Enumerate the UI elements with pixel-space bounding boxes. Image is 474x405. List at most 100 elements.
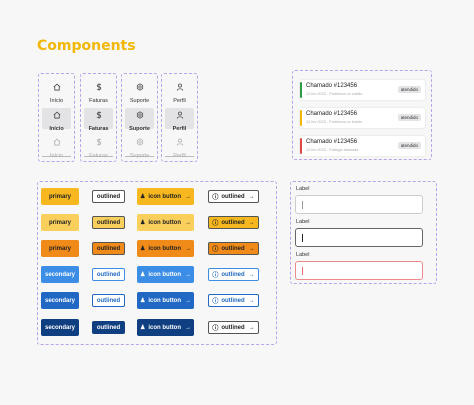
nav-item-active[interactable]: Faturas (84, 106, 113, 132)
arrow-right-icon: → (185, 297, 192, 304)
nav-item-label: Perfil (173, 153, 186, 159)
nav-item-default[interactable]: Início (42, 78, 71, 104)
icon-outlined-label: outlined (221, 219, 245, 226)
ticket-card[interactable]: Chamado #123456 12 fev 2023 · Problema no… (300, 108, 425, 128)
field-label: Label (296, 252, 310, 258)
ticket-subtitle: 12 fev 2023 · Problema no cartão (306, 92, 363, 96)
info-icon: ⓘ (212, 326, 219, 332)
nav-item-active[interactable]: Suporte (125, 106, 154, 132)
info-icon: ⓘ (212, 221, 219, 227)
user-icon (176, 133, 184, 151)
user-icon (176, 106, 184, 124)
gear-icon (136, 106, 144, 124)
secondary-button[interactable]: secondary (41, 266, 79, 283)
nav-item-label: Perfil (172, 125, 187, 132)
page-title: Components (37, 38, 136, 54)
outlined-button[interactable]: outlined (92, 190, 125, 203)
arrow-right-icon: → (185, 219, 192, 226)
arrow-right-icon: → (248, 324, 255, 331)
outlined-button[interactable]: outlined (92, 216, 125, 229)
status-badge: atendido (397, 142, 421, 149)
secondary-button[interactable]: secondary (41, 292, 79, 309)
ticket-subtitle: 12 fev 2023 · Problema no boleto (306, 120, 363, 124)
nav-item-label: Suporte (129, 125, 150, 132)
icon-outlined-button[interactable]: ⓘ outlined → (208, 321, 259, 334)
nav-item-default[interactable]: Perfil (165, 78, 194, 104)
info-icon: ⓘ (212, 273, 219, 279)
arrow-right-icon: → (185, 324, 192, 331)
icon-button[interactable]: ♟ icon button → (137, 240, 194, 257)
nav-item-default[interactable]: Faturas (84, 80, 113, 104)
outlined-button[interactable]: outlined (92, 294, 125, 307)
gear-icon (136, 133, 144, 151)
nav-group-1: Início Início Início (38, 73, 75, 162)
icon-button-label: icon button (148, 271, 182, 278)
icon-button-label: icon button (148, 297, 182, 304)
arrow-right-icon: → (185, 193, 192, 200)
text-input-error[interactable] (295, 261, 423, 280)
arrow-right-icon: → (248, 245, 255, 252)
user-add-icon: ♟ (139, 246, 146, 252)
gear-icon (136, 78, 144, 96)
ticket-card[interactable]: Chamado #123456 12 fev 2023 · Problema no… (300, 80, 425, 100)
nav-item-label: Início (49, 153, 64, 159)
icon-button[interactable]: ♟ icon button → (137, 292, 194, 309)
buttons-panel (37, 181, 277, 345)
nav-item-label: Início (49, 125, 64, 132)
arrow-right-icon: → (248, 271, 255, 278)
tickets-panel (292, 70, 432, 160)
user-add-icon: ♟ (139, 194, 146, 200)
icon-outlined-button[interactable]: ⓘ outlined → (208, 242, 259, 255)
info-icon: ⓘ (212, 195, 219, 201)
arrow-right-icon: → (248, 219, 255, 226)
primary-button[interactable]: primary (41, 188, 79, 205)
primary-button[interactable]: primary (41, 214, 79, 231)
user-icon (176, 78, 184, 96)
secondary-button[interactable]: secondary (41, 319, 79, 336)
ticket-title: Chamado #123456 (306, 111, 358, 117)
status-badge: atendido (397, 114, 421, 121)
outlined-button[interactable]: outlined (92, 268, 125, 281)
icon-outlined-button[interactable]: ⓘ outlined → (208, 216, 259, 229)
nav-item-label: Faturas (89, 97, 108, 104)
nav-item-active[interactable]: Início (42, 108, 71, 132)
outlined-button[interactable]: outlined (92, 321, 125, 334)
text-cursor (302, 267, 303, 275)
outlined-button[interactable]: outlined (92, 242, 125, 255)
nav-item-label: Perfil (173, 97, 186, 104)
icon-outlined-button[interactable]: ⓘ outlined → (208, 294, 259, 307)
nav-group-4: Perfil Perfil Perfil (161, 73, 198, 162)
text-input-focused[interactable] (295, 228, 423, 247)
icon-outlined-button[interactable]: ⓘ outlined → (208, 268, 259, 281)
icon-button[interactable]: ♟ icon button → (137, 266, 194, 283)
home-icon (53, 78, 61, 96)
nav-item-default[interactable]: Suporte (125, 78, 154, 104)
nav-item-active[interactable]: Perfil (165, 106, 194, 132)
arrow-right-icon: → (248, 193, 255, 200)
nav-item-label: Suporte (129, 97, 150, 104)
arrow-right-icon: → (185, 245, 192, 252)
ticket-card[interactable]: Chamado #123456 12 fev 2023 · Entrega atr… (300, 136, 425, 156)
info-icon: ⓘ (212, 247, 219, 253)
icon-button[interactable]: ♟ icon button → (137, 188, 194, 205)
nav-item-disabled: Suporte (125, 133, 154, 159)
field-label: Label (296, 186, 310, 192)
nav-group-3: Suporte Suporte Suporte (121, 73, 158, 162)
icon-outlined-label: outlined (221, 271, 245, 278)
home-icon (53, 133, 61, 151)
icon-button[interactable]: ♟ icon button → (137, 214, 194, 231)
text-input-default[interactable] (295, 195, 423, 214)
user-add-icon: ♟ (139, 325, 146, 331)
primary-button[interactable]: primary (41, 240, 79, 257)
icon-outlined-label: outlined (221, 324, 245, 331)
dollar-icon (95, 106, 103, 124)
arrow-right-icon: → (248, 297, 255, 304)
icon-button-label: icon button (148, 245, 182, 252)
icon-outlined-button[interactable]: ⓘ outlined → (208, 190, 259, 203)
icon-button-label: icon button (148, 324, 182, 331)
icon-outlined-label: outlined (221, 193, 245, 200)
icon-button[interactable]: ♟ icon button → (137, 319, 194, 336)
nav-item-label: Faturas (88, 125, 109, 132)
nav-item-label: Início (49, 97, 64, 104)
nav-item-disabled: Perfil (165, 133, 194, 159)
